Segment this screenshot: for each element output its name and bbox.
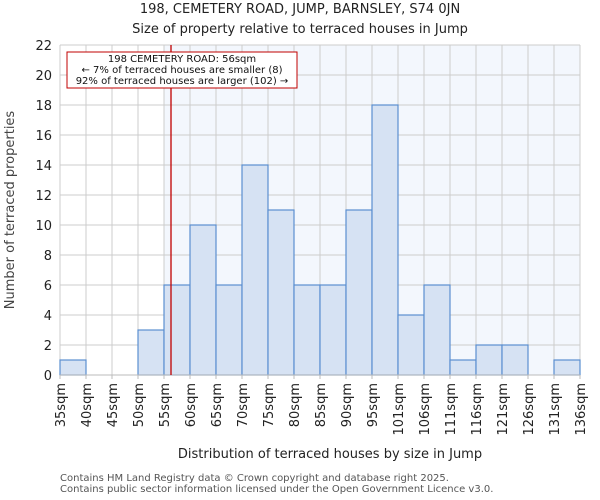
annotation-line: ← 7% of terraced houses are smaller (8) xyxy=(82,65,283,76)
footer-line-2: Contains public sector information licen… xyxy=(60,484,494,495)
y-tick-label: 2 xyxy=(44,339,52,354)
x-tick-label: 121sqm xyxy=(496,383,511,436)
x-tick-label: 131sqm xyxy=(548,383,563,436)
chart-title: 198, CEMETERY ROAD, JUMP, BARNSLEY, S74 … xyxy=(139,2,461,17)
y-tick-label: 6 xyxy=(44,279,52,294)
y-tick-label: 14 xyxy=(35,159,52,174)
x-tick-label: 101sqm xyxy=(392,383,407,436)
histogram-bar xyxy=(371,104,399,376)
histogram-bar xyxy=(189,224,217,376)
y-tick-label: 10 xyxy=(35,219,52,234)
x-axis-label: Distribution of terraced houses by size … xyxy=(178,447,482,462)
annotation-box xyxy=(66,51,298,89)
x-tick-label: 75sqm xyxy=(262,383,277,427)
histogram-bar xyxy=(137,329,165,376)
histogram-bar xyxy=(163,284,191,376)
x-tick-label: 35sqm xyxy=(54,383,69,427)
x-tick-label: 126sqm xyxy=(522,383,537,436)
x-tick-label: 50sqm xyxy=(132,383,147,427)
x-tick-label: 95sqm xyxy=(366,383,381,427)
histogram-bar xyxy=(345,209,373,376)
y-tick-label: 16 xyxy=(35,129,52,144)
y-tick-label: 20 xyxy=(35,69,52,84)
y-tick-label: 8 xyxy=(44,249,52,264)
x-tick-label: 60sqm xyxy=(184,383,199,427)
x-tick-label: 40sqm xyxy=(80,383,95,427)
y-tick-label: 18 xyxy=(35,99,52,114)
histogram-bar xyxy=(267,209,295,376)
x-tick-label: 80sqm xyxy=(288,383,303,427)
y-tick-label: 4 xyxy=(44,309,52,324)
x-tick-label: 85sqm xyxy=(314,383,329,427)
y-tick-label: 22 xyxy=(35,39,52,54)
x-tick-label: 136sqm xyxy=(574,383,589,436)
x-tick-label: 55sqm xyxy=(158,383,173,427)
x-tick-label: 90sqm xyxy=(340,383,355,427)
y-tick-label: 0 xyxy=(44,369,52,384)
y-axis-label: Number of terraced properties xyxy=(3,111,18,310)
histogram-bar xyxy=(319,284,347,376)
annotation-line: 198 CEMETERY ROAD: 56sqm xyxy=(108,54,256,65)
x-tick-label: 70sqm xyxy=(236,383,251,427)
histogram-bar xyxy=(501,344,529,376)
x-tick-label: 65sqm xyxy=(210,383,225,427)
histogram-bar xyxy=(449,359,477,376)
x-tick-label: 45sqm xyxy=(106,383,121,427)
histogram-bar xyxy=(59,359,87,376)
histogram-bar xyxy=(241,164,269,376)
y-tick-label: 12 xyxy=(35,189,52,204)
x-tick-label: 116sqm xyxy=(470,383,485,436)
chart-subtitle: Size of property relative to terraced ho… xyxy=(132,22,468,37)
histogram-bar xyxy=(475,344,503,376)
histogram-bar xyxy=(423,284,451,376)
x-tick-label: 111sqm xyxy=(444,383,459,436)
annotation-line: 92% of terraced houses are larger (102) … xyxy=(76,76,289,87)
footer-line-1: Contains HM Land Registry data © Crown c… xyxy=(60,473,449,484)
histogram-bar xyxy=(397,314,425,376)
histogram-bar xyxy=(553,359,581,376)
histogram-bar xyxy=(293,284,321,376)
x-tick-label: 106sqm xyxy=(418,383,433,436)
histogram-bar xyxy=(215,284,243,376)
